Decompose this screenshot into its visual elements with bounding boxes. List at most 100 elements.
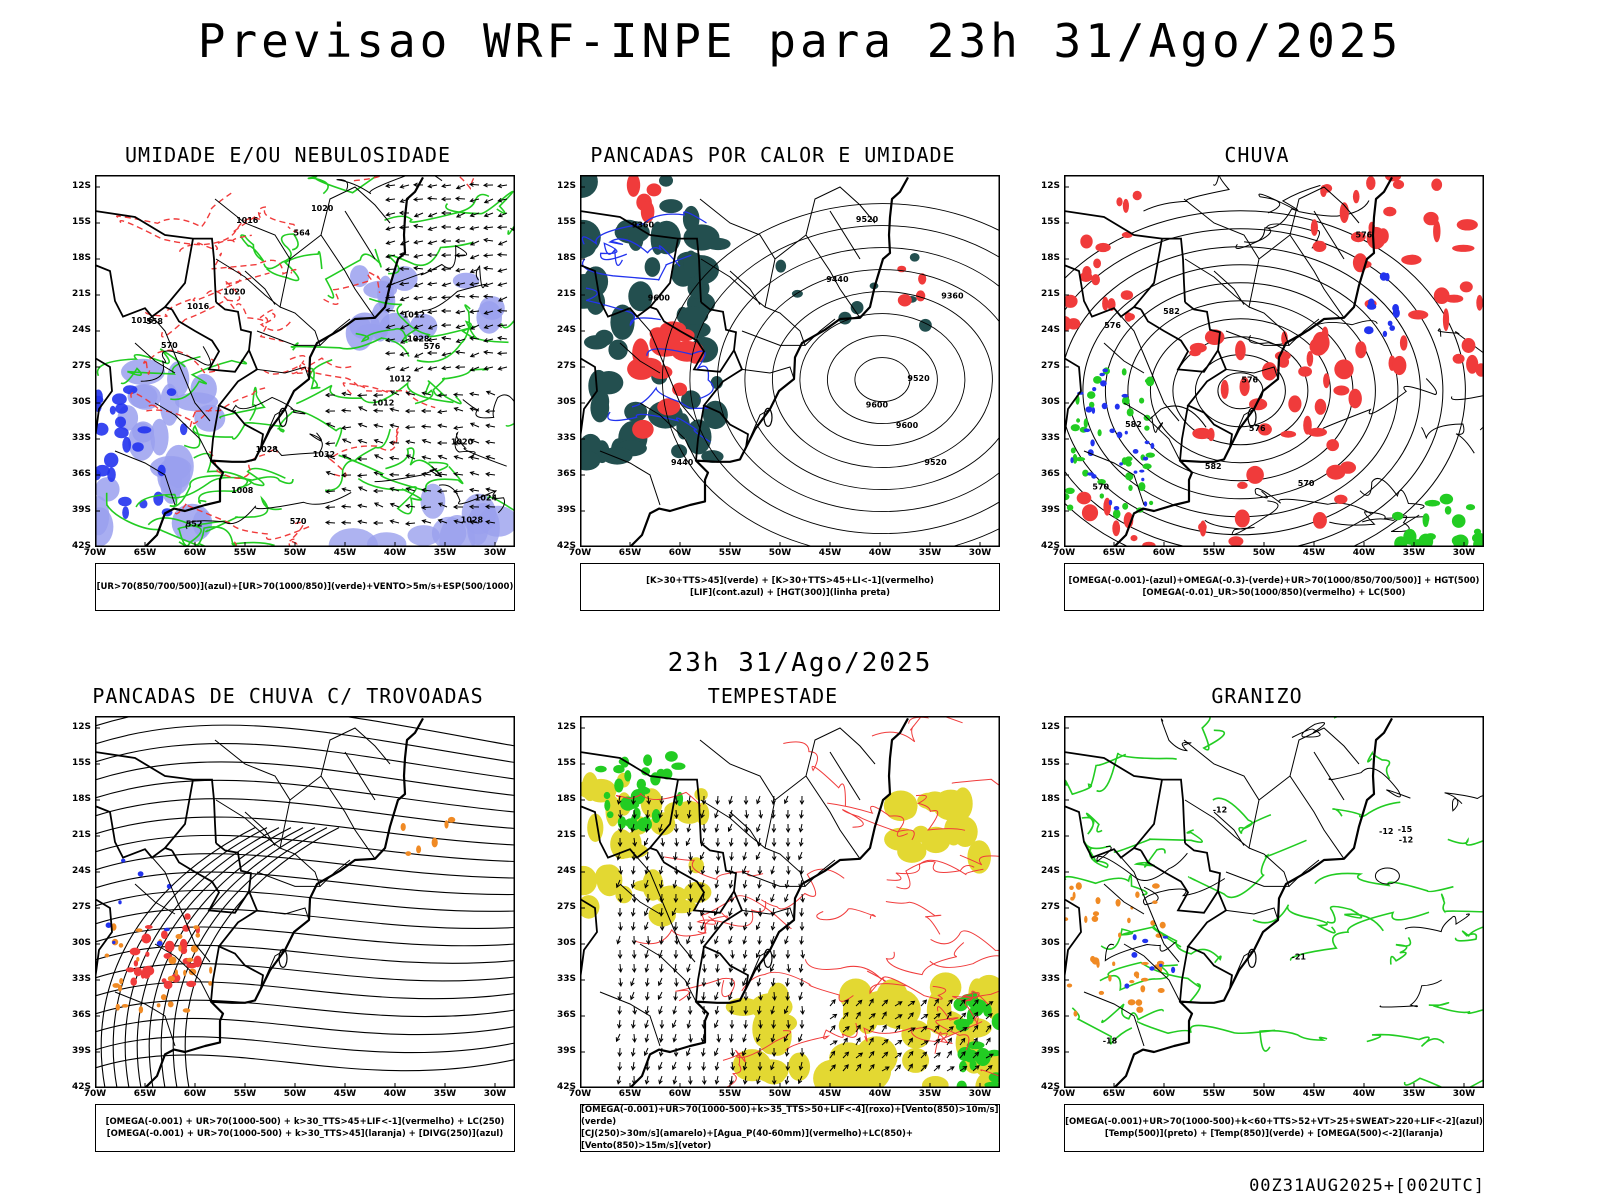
convection-potential	[580, 175, 731, 471]
lat-tick-label: 36S	[1040, 1010, 1060, 1020]
lon-tick-label: 35W	[918, 548, 942, 558]
lon-tick-label: 65W	[1102, 1089, 1126, 1099]
shower-area	[400, 816, 456, 856]
contour-label: 1012	[403, 310, 425, 319]
lon-tick-label: 65W	[618, 1089, 642, 1099]
lon-tick-label: 30W	[483, 1089, 507, 1099]
state-border	[319, 318, 351, 346]
panel-legend: [OMEGA(-0.001)-(azul)+OMEGA(-0.3)-(verde…	[1064, 563, 1484, 611]
wind-vector	[384, 182, 508, 372]
state-border	[805, 775, 861, 860]
state-border	[256, 306, 321, 346]
temperature-500-contour	[1374, 867, 1400, 885]
lon-tick-label: 55W	[1202, 548, 1226, 558]
lon-tick-label: 35W	[433, 1089, 457, 1099]
country-border	[656, 308, 735, 373]
country-border	[210, 946, 220, 1002]
lon-tick-label: 45W	[333, 548, 357, 558]
legend-line: [OMEGA(-0.01)_UR>50(1000/850)(vermelho) …	[1142, 588, 1406, 598]
country-border	[1186, 890, 1233, 989]
lat-tick-label: 42S	[1040, 1082, 1060, 1092]
lat-tick-label: 36S	[71, 469, 91, 479]
contour-label: 9360	[941, 292, 964, 301]
country-border	[171, 308, 250, 373]
country-border	[702, 890, 749, 989]
lon-tick-label: 70W	[83, 548, 107, 558]
state-border	[619, 883, 661, 915]
lat-tick-label: 42S	[556, 1082, 576, 1092]
lat-tick-label: 21S	[71, 289, 91, 299]
temperature-500-contour	[1096, 716, 1484, 1008]
state-border	[729, 270, 761, 305]
country-border	[1064, 751, 1186, 844]
contour-label: 570	[1092, 483, 1109, 492]
country-border	[217, 890, 264, 989]
lat-tick-label: 30S	[1040, 397, 1060, 407]
lon-tick-label: 55W	[233, 1089, 257, 1099]
state-border	[1113, 848, 1180, 963]
panel-legend: [OMEGA(-0.001)+UR>70(1000-500)+k<60+TTS>…	[1064, 1104, 1484, 1152]
omega-500-area	[1064, 882, 1166, 1017]
map-svg: -12 -12 -12 -15 -18 -21	[1064, 716, 1484, 1088]
lon-tick-label: 40W	[383, 548, 407, 558]
lon-tick-label: 50W	[768, 1089, 792, 1099]
lon-tick-label: 70W	[568, 1089, 592, 1099]
panel-legend: [UR>70(850/700/500)](azul)+[UR>70(1000/8…	[95, 563, 515, 611]
map-plot-pancadas-trovoadas: 12S 15S 18S 21S 24S 27S 30S 33S 36S 39S 42S 70W 65W 6…	[72, 716, 515, 1099]
contour-label: 582	[1125, 420, 1142, 429]
panel-title: TEMPESTADE	[707, 684, 839, 708]
lat-tick-label: 33S	[556, 974, 576, 984]
thunderstorm-core	[125, 913, 202, 990]
row2-valid-time: 23h 31/Ago/2025	[667, 648, 933, 678]
lagoon	[278, 407, 288, 427]
country-border	[1179, 946, 1189, 1002]
lon-tick-label: 40W	[1352, 548, 1376, 558]
map-frame	[95, 175, 515, 547]
lat-tick-label: 24S	[556, 866, 576, 876]
state-border	[745, 408, 771, 448]
country-border	[215, 301, 252, 351]
country-border	[1064, 356, 1082, 479]
country-border	[1179, 405, 1189, 461]
map-frame	[95, 716, 515, 1088]
country-border	[1184, 842, 1221, 892]
lat-tick-label: 36S	[71, 1010, 91, 1020]
legend-line: [OMEGA(-0.001)-(azul)+OMEGA(-0.3)-(verde…	[1068, 576, 1480, 586]
country-border	[1064, 264, 1142, 318]
state-border	[1183, 198, 1260, 308]
contour-label: 1016	[131, 316, 154, 325]
coastline	[1064, 176, 1393, 547]
panel-umidade: UMIDADE E/OU NEBULOSIDADE 1012 1016 1008 10…	[48, 143, 528, 623]
state-border	[114, 991, 176, 1047]
state-border	[1289, 234, 1345, 319]
lon-tick-label: 55W	[1202, 1089, 1226, 1099]
lon-tick-label: 65W	[133, 1089, 157, 1099]
state-border	[1103, 342, 1145, 374]
country-border	[700, 842, 737, 892]
map-plot-tempestade: 12S 15S 18S 21S 24S 27S 30S 33S 36S 39S 42S 70W 65W 6…	[557, 716, 1000, 1099]
legend-line: [LIF](cont.azul) + [HGT(300)](linha pret…	[689, 588, 891, 598]
contour-label: -18	[1103, 1037, 1118, 1046]
contour-label: 576	[1356, 230, 1373, 239]
state-border	[320, 234, 376, 319]
country-border	[210, 405, 220, 461]
humidity-blue-core	[95, 385, 188, 519]
lon-tick-label: 70W	[1052, 548, 1076, 558]
contour-label: 9520	[856, 215, 879, 224]
lat-tick-label: 27S	[1040, 902, 1060, 912]
lon-tick-label: 50W	[1252, 1089, 1276, 1099]
temperature-850-contour	[1064, 752, 1204, 1045]
lat-tick-label: 15S	[1040, 758, 1060, 768]
country-border	[95, 264, 173, 318]
state-border	[774, 186, 876, 260]
country-border	[580, 264, 658, 318]
lon-tick-label: 60W	[668, 548, 692, 558]
lat-tick-label: 18S	[556, 253, 576, 263]
state-border	[804, 859, 836, 887]
state-border	[699, 198, 776, 308]
lat-tick-label: 15S	[71, 758, 91, 768]
contour-label: 576	[1104, 321, 1121, 330]
panel-title: UMIDADE E/OU NEBULOSIDADE	[124, 143, 452, 167]
legend-line: [OMEGA(-0.001)+UR>70(1000-500)+k<60+TTS>…	[1065, 1117, 1483, 1127]
lon-tick-label: 45W	[1302, 1089, 1326, 1099]
